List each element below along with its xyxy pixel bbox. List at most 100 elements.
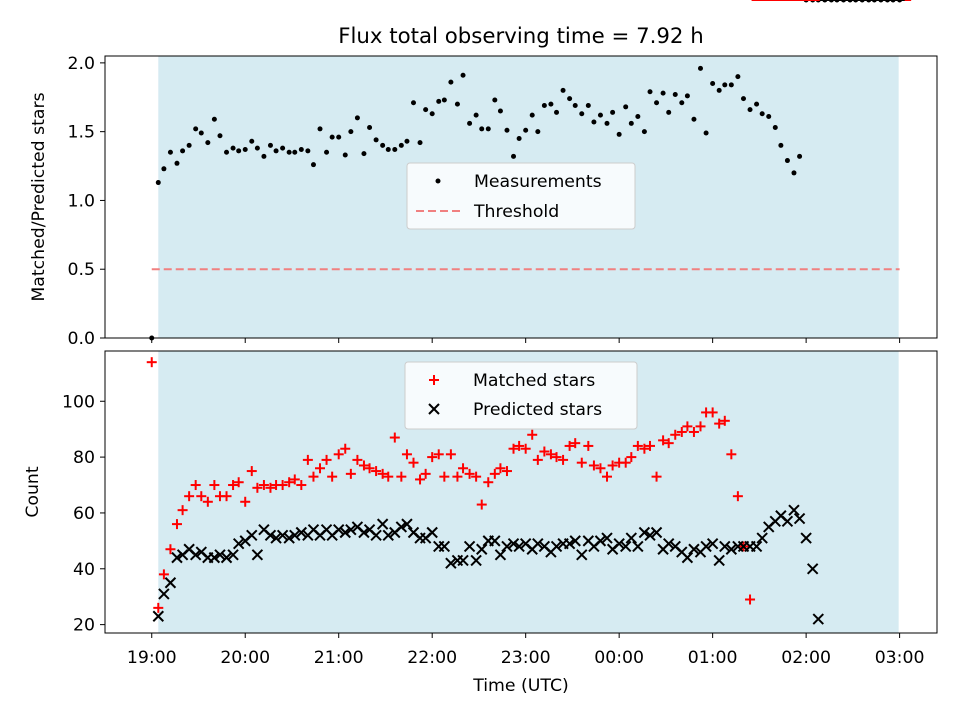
measurement-point bbox=[460, 72, 466, 78]
matched-point bbox=[445, 449, 456, 460]
predicted-point bbox=[158, 588, 170, 600]
measurement-point bbox=[267, 142, 273, 148]
bottom-y-tick-label: 20 bbox=[73, 616, 95, 636]
measurement-point bbox=[579, 111, 585, 117]
matched-point bbox=[177, 505, 188, 516]
matched-point bbox=[489, 468, 500, 479]
measurement-point bbox=[205, 140, 211, 146]
matched-point bbox=[153, 602, 164, 613]
matched-point bbox=[495, 463, 506, 474]
x-tick-label: 00:00 bbox=[594, 648, 644, 668]
matched-point bbox=[221, 491, 232, 502]
measurement-point bbox=[504, 127, 510, 133]
matched-points bbox=[146, 0, 912, 613]
measurement-point bbox=[224, 149, 230, 155]
measurement-point bbox=[180, 148, 186, 154]
matched-point bbox=[602, 471, 613, 482]
predicted-point bbox=[358, 526, 370, 539]
matched-point bbox=[452, 471, 463, 482]
predicted-point bbox=[445, 557, 457, 569]
matched-point bbox=[688, 426, 699, 437]
x-tick-label: 20:00 bbox=[220, 648, 270, 668]
predicted-point bbox=[489, 535, 501, 547]
matched-point bbox=[296, 480, 307, 491]
matched-point bbox=[551, 452, 562, 463]
matched-point bbox=[240, 496, 251, 507]
measurement-point bbox=[511, 153, 517, 159]
matched-point bbox=[358, 460, 369, 471]
predicted-point bbox=[563, 537, 576, 550]
measurement-point bbox=[535, 129, 541, 135]
top-y-tick-label: 1.0 bbox=[68, 191, 95, 211]
predicted-point bbox=[700, 540, 712, 553]
measurement-point bbox=[654, 100, 660, 106]
matched-point bbox=[545, 449, 556, 460]
bottom-x-axis: 19:00 20:00 21:00 22:00 23:00 00:00 01:00 02:00… bbox=[127, 633, 925, 668]
bottom-panel-frame bbox=[104, 350, 938, 634]
measurement-point bbox=[523, 127, 529, 133]
predicted-point bbox=[345, 523, 357, 536]
measurement-point bbox=[329, 134, 335, 140]
predicted-point bbox=[756, 532, 768, 544]
predicted-point bbox=[276, 529, 289, 541]
measurement-point bbox=[417, 140, 423, 146]
measurement-point bbox=[710, 81, 716, 87]
measurement-point bbox=[436, 98, 442, 104]
matched-point bbox=[302, 454, 313, 465]
measurement-point bbox=[410, 100, 416, 106]
x-tick-label: 03:00 bbox=[875, 648, 925, 668]
matched-point bbox=[676, 426, 687, 437]
matched-point bbox=[258, 480, 269, 491]
matched-point bbox=[719, 415, 730, 426]
measurement-point bbox=[560, 87, 566, 93]
measurement-point bbox=[797, 153, 803, 159]
measurement-point bbox=[647, 89, 653, 95]
measurement-point bbox=[691, 116, 697, 122]
predicted-points bbox=[152, 0, 905, 625]
predicted-point bbox=[401, 518, 413, 530]
predicted-point bbox=[251, 549, 264, 561]
measurement-point bbox=[473, 112, 479, 118]
matched-point bbox=[340, 443, 351, 454]
matched-point bbox=[539, 446, 550, 457]
matched-point bbox=[420, 468, 431, 479]
matched-point bbox=[520, 443, 531, 454]
measurement-point bbox=[684, 93, 690, 99]
measurement-point bbox=[479, 126, 485, 132]
measurement-point bbox=[198, 130, 204, 136]
measurement-point bbox=[778, 142, 784, 148]
predicted-point bbox=[295, 526, 308, 539]
top-y-tick-label: 2.0 bbox=[68, 54, 95, 74]
predicted-point bbox=[232, 537, 245, 550]
measurement-point bbox=[398, 142, 404, 148]
matched-point bbox=[645, 440, 656, 451]
measurement-point bbox=[548, 101, 554, 107]
predicted-point bbox=[594, 535, 607, 547]
measurement-point bbox=[679, 100, 685, 106]
predicted-point bbox=[438, 540, 451, 553]
measurement-point bbox=[324, 149, 330, 155]
matched-point bbox=[196, 491, 207, 502]
measurement-point bbox=[485, 126, 491, 132]
matched-point bbox=[651, 471, 662, 482]
matched-point bbox=[352, 454, 363, 465]
bottom-y-tick-label: 60 bbox=[73, 504, 95, 524]
measurement-point bbox=[373, 137, 379, 143]
matched-point bbox=[558, 454, 569, 465]
matched-point bbox=[514, 440, 525, 451]
measurement-point bbox=[623, 104, 629, 110]
predicted-point bbox=[576, 549, 588, 561]
predicted-point bbox=[625, 532, 638, 544]
matched-point bbox=[695, 421, 706, 432]
matched-point bbox=[607, 460, 618, 471]
predicted-point bbox=[264, 529, 277, 541]
measurement-point bbox=[230, 145, 236, 151]
predicted-point bbox=[463, 540, 476, 553]
measurement-point bbox=[392, 147, 398, 153]
predicted-point bbox=[632, 540, 644, 553]
measurement-point bbox=[249, 138, 255, 144]
predicted-point bbox=[289, 529, 301, 541]
predicted-point bbox=[569, 535, 581, 547]
matched-point bbox=[333, 449, 344, 460]
predicted-point bbox=[227, 549, 239, 561]
